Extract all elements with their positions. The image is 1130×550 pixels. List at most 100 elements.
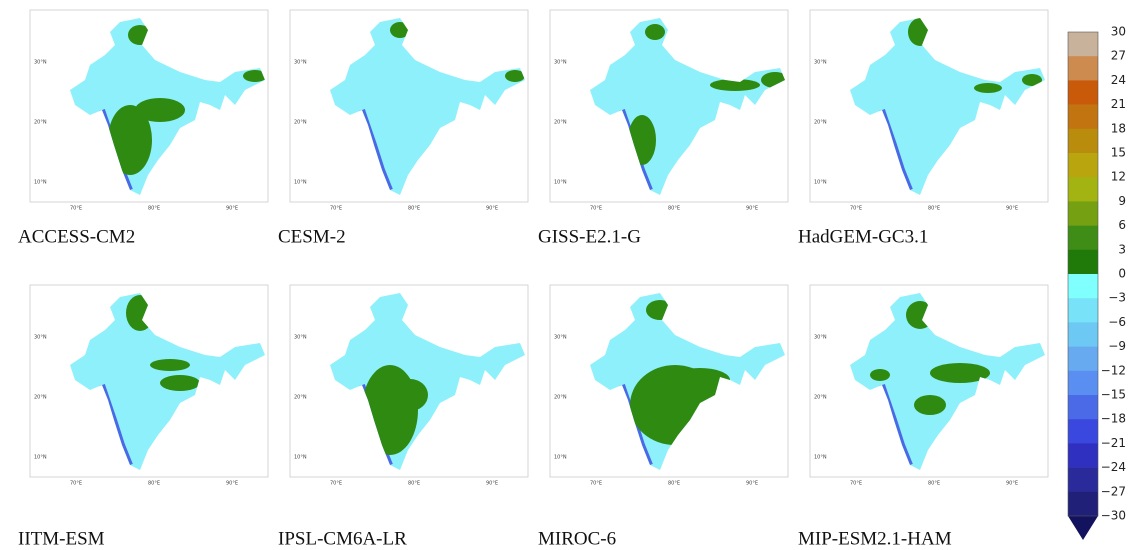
lon-label: 80°E (148, 206, 160, 212)
colorbar-segment (1068, 225, 1098, 251)
lon-label: 70°E (330, 206, 342, 212)
colorbar-segment (1068, 419, 1098, 444)
lat-label: 30°N (814, 60, 827, 66)
map-frame (809, 284, 1049, 478)
model-name: IITM-ESM (18, 528, 105, 549)
positive-patch (160, 375, 200, 391)
colorbar-label: −9 (1108, 339, 1126, 353)
positive-patch (126, 295, 154, 331)
lat-label: 10°N (554, 180, 567, 186)
positive-patch (505, 70, 525, 82)
map-panel: 30°N 20°N 10°N 70°E 80°E 90°E (29, 9, 269, 212)
colorbar-label: 12 (1111, 170, 1126, 184)
colorbar-label: 6 (1118, 218, 1126, 232)
colorbar-label: 3 (1118, 242, 1126, 256)
map-frame (549, 9, 789, 203)
map-frame (289, 9, 529, 203)
colorbar-label: −18 (1101, 412, 1126, 426)
colorbar-label: 18 (1111, 121, 1126, 135)
lon-label: 70°E (590, 206, 602, 212)
colorbar-segment (1068, 395, 1098, 420)
lon-label: 90°E (1006, 481, 1018, 487)
india-land (590, 18, 785, 195)
positive-patch (908, 18, 932, 46)
positive-patch (128, 25, 152, 45)
map-panel: 30°N 20°N 10°N 70°E 80°E 90°E (289, 9, 529, 212)
colorbar-segment (1068, 104, 1098, 130)
lat-label: 30°N (554, 335, 567, 341)
colorbar-label: 24 (1111, 73, 1126, 87)
colorbar-label: −12 (1101, 363, 1126, 377)
model-name: ACCESS-CM2 (18, 226, 135, 247)
lon-label: 90°E (746, 481, 758, 487)
positive-patch (914, 395, 946, 415)
positive-patch (974, 83, 1002, 93)
lon-label: 90°E (746, 206, 758, 212)
colorbar-segment (1068, 80, 1098, 105)
colorbar-label: 0 (1118, 267, 1126, 281)
positive-patch (761, 72, 785, 88)
model-name: IPSL-CM6A-LR (278, 528, 407, 549)
positive-patch (1022, 74, 1042, 86)
colorbar-segment (1068, 128, 1098, 154)
lat-label: 20°N (554, 120, 567, 126)
lat-label: 10°N (554, 455, 567, 461)
positive-patch (135, 98, 185, 122)
map-panel: 30°N 20°N 10°N 70°E 80°E 90°E (549, 9, 789, 212)
map-panel: 30°N 20°N 10°N 70°E 80°E 90°E (809, 284, 1049, 487)
colorbar-segment (1068, 370, 1098, 396)
colorbar-segment (1068, 32, 1098, 57)
colorbar-label: 9 (1118, 194, 1126, 208)
lon-label: 70°E (330, 481, 342, 487)
positive-patch (870, 369, 890, 381)
colorbar-label: −21 (1101, 436, 1126, 450)
positive-patch (150, 359, 190, 371)
map-panel: 30°N 20°N 10°N 70°E 80°E 90°E (809, 9, 1049, 212)
positive-patch (390, 22, 410, 38)
lon-label: 90°E (486, 206, 498, 212)
positive-patch (930, 363, 990, 383)
colorbar-extend (1068, 516, 1098, 540)
map-frame (809, 9, 1049, 203)
colorbar-segment (1068, 177, 1098, 202)
lon-label: 70°E (850, 206, 862, 212)
colorbar-segment (1068, 274, 1098, 299)
anomaly-patches (870, 301, 990, 467)
model-name: GISS-E2.1-G (538, 226, 641, 247)
colorbar-segment (1068, 346, 1098, 372)
map-frame (549, 284, 789, 478)
lat-label: 30°N (554, 60, 567, 66)
colorbar-segment (1068, 322, 1098, 347)
map-frame (29, 9, 269, 203)
lat-label: 30°N (34, 60, 47, 66)
lon-label: 80°E (928, 206, 940, 212)
model-name: HadGEM-GC3.1 (798, 226, 928, 247)
lat-label: 30°N (34, 335, 47, 341)
colorbar-label: 15 (1111, 146, 1126, 160)
colorbar-frame (1067, 31, 1099, 517)
lon-label: 70°E (850, 481, 862, 487)
lat-label: 20°N (34, 120, 47, 126)
positive-patch (243, 70, 265, 82)
colorbar-label: −30 (1101, 509, 1126, 523)
india-land (330, 293, 525, 470)
model-name: CESM-2 (278, 226, 346, 247)
positive-patch (628, 115, 656, 165)
positive-patch (670, 368, 730, 392)
colorbar-label: −15 (1101, 388, 1126, 402)
positive-patch (646, 300, 674, 320)
model-name: MIP-ESM2.1-HAM (798, 528, 952, 549)
lon-label: 80°E (408, 481, 420, 487)
colorbar-label: −27 (1101, 484, 1126, 498)
lat-label: 20°N (34, 395, 47, 401)
positive-patch (645, 24, 665, 40)
lon-label: 90°E (486, 481, 498, 487)
map-panel: 30°N 20°N 10°N 70°E 80°E 90°E (289, 284, 529, 487)
map-panel: 30°N 20°N 10°N 70°E 80°E 90°E (549, 284, 789, 487)
lat-label: 20°N (814, 120, 827, 126)
lon-label: 80°E (148, 481, 160, 487)
lat-label: 10°N (294, 180, 307, 186)
lon-label: 80°E (408, 206, 420, 212)
